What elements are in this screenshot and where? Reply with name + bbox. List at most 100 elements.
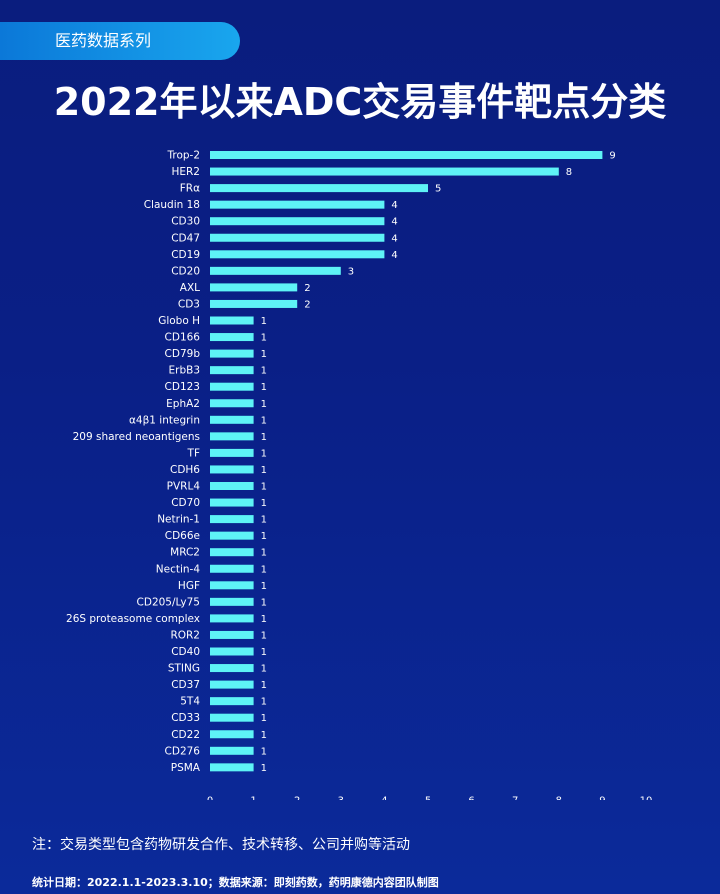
data-label: 1 xyxy=(261,333,267,344)
data-label: 4 xyxy=(391,217,397,228)
bar xyxy=(210,217,385,226)
category-label: CD20 xyxy=(171,265,200,277)
bar xyxy=(210,167,559,176)
x-tick-label: 2 xyxy=(294,795,300,800)
bar xyxy=(210,697,254,706)
x-tick-label: 3 xyxy=(338,795,344,800)
data-label: 1 xyxy=(261,581,267,592)
data-label: 1 xyxy=(261,382,267,393)
x-tick-label: 10 xyxy=(640,795,653,800)
x-tick-label: 6 xyxy=(468,795,474,800)
category-label: PVRL4 xyxy=(167,481,201,493)
category-label: PSMA xyxy=(171,762,201,774)
bar xyxy=(210,664,254,673)
category-label: STING xyxy=(168,663,200,675)
category-label: CD79b xyxy=(165,348,201,360)
bar xyxy=(210,432,254,441)
category-label: CD123 xyxy=(165,381,200,393)
footnote: 注：交易类型包含药物研发合作、技术转移、公司并购等活动 xyxy=(32,837,410,853)
bar xyxy=(210,531,254,540)
bar xyxy=(210,151,603,159)
data-label: 1 xyxy=(261,564,267,575)
bar xyxy=(210,333,254,342)
bar xyxy=(210,680,254,689)
data-label: 5 xyxy=(435,184,441,195)
data-label: 2 xyxy=(304,283,310,294)
data-label: 9 xyxy=(609,151,615,162)
bar xyxy=(210,250,385,259)
bar xyxy=(210,763,254,772)
category-label: CD47 xyxy=(171,232,200,244)
bar xyxy=(210,713,254,722)
x-tick-label: 4 xyxy=(381,795,387,800)
bar xyxy=(210,283,298,292)
data-label: 1 xyxy=(261,713,267,724)
bar xyxy=(210,415,254,424)
bar xyxy=(210,299,298,308)
bar xyxy=(210,266,341,275)
data-label: 1 xyxy=(261,349,267,360)
bar xyxy=(210,515,254,524)
category-label: CD166 xyxy=(165,332,201,344)
category-label: AXL xyxy=(180,282,200,294)
category-label: EphA2 xyxy=(166,398,200,410)
category-label: HER2 xyxy=(171,166,200,178)
bar xyxy=(210,465,254,474)
data-label: 1 xyxy=(261,482,267,493)
series-tab: 医药数据系列 xyxy=(0,22,240,60)
category-label: CD37 xyxy=(171,679,200,691)
bar xyxy=(210,597,254,606)
bar xyxy=(210,448,254,457)
bar xyxy=(210,730,254,739)
data-label: 1 xyxy=(261,548,267,559)
data-label: 1 xyxy=(261,448,267,459)
data-label: 1 xyxy=(261,647,267,658)
bar xyxy=(210,184,428,193)
data-label: 1 xyxy=(261,630,267,641)
category-label: HGF xyxy=(178,580,200,592)
series-label: 医药数据系列 xyxy=(55,31,152,50)
category-label: CD66e xyxy=(165,530,200,542)
bar xyxy=(210,630,254,639)
bar xyxy=(210,349,254,358)
data-label: 2 xyxy=(304,299,310,310)
data-label: 1 xyxy=(261,515,267,526)
data-label: 1 xyxy=(261,664,267,675)
bar xyxy=(210,647,254,656)
category-label: CD22 xyxy=(171,729,200,741)
category-label: Globo H xyxy=(158,315,200,327)
data-label: 1 xyxy=(261,680,267,691)
bar xyxy=(210,614,254,623)
bar xyxy=(210,316,254,325)
category-label: α4β1 integrin xyxy=(129,414,200,426)
bar xyxy=(210,366,254,375)
data-label: 1 xyxy=(261,597,267,608)
data-label: 4 xyxy=(391,250,397,261)
category-label: CDH6 xyxy=(170,464,200,476)
data-label: 1 xyxy=(261,746,267,757)
category-label: CD205/Ly75 xyxy=(137,596,200,608)
data-label: 1 xyxy=(261,465,267,476)
category-label: 5T4 xyxy=(180,696,200,708)
bar xyxy=(210,200,385,209)
data-label: 1 xyxy=(261,366,267,377)
bar xyxy=(210,581,254,590)
source-line: 统计日期：2022.1.1-2023.3.10；数据来源：即刻药数，药明康德内容… xyxy=(32,876,439,889)
category-label: CD40 xyxy=(171,646,200,658)
x-tick-label: 7 xyxy=(512,795,518,800)
bar xyxy=(210,746,254,755)
category-label: 209 shared neoantigens xyxy=(73,431,200,443)
data-label: 1 xyxy=(261,399,267,410)
bar xyxy=(210,399,254,408)
data-label: 1 xyxy=(261,415,267,426)
bar xyxy=(210,233,385,242)
bar xyxy=(210,498,254,507)
data-label: 1 xyxy=(261,730,267,741)
data-label: 1 xyxy=(261,498,267,509)
data-label: 8 xyxy=(566,167,572,178)
category-label: CD70 xyxy=(171,497,200,509)
category-label: CD30 xyxy=(171,216,200,228)
data-label: 1 xyxy=(261,763,267,774)
category-label: CD276 xyxy=(165,745,201,757)
